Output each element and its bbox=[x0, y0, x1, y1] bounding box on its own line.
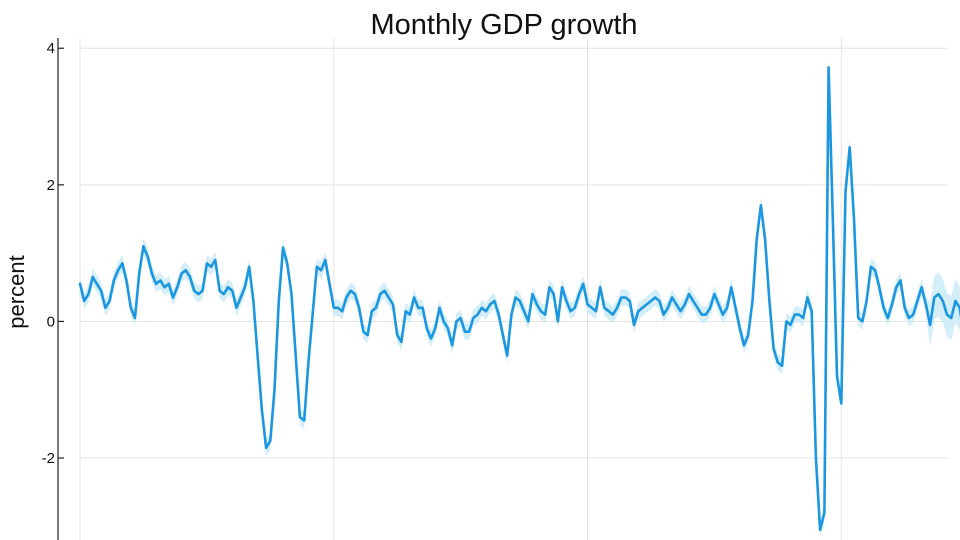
y-axis bbox=[57, 38, 64, 540]
y-tick-label: 4 bbox=[47, 40, 55, 57]
tick-labels: -2 0 2 4 bbox=[42, 40, 55, 467]
y-tick-label: 0 bbox=[47, 313, 55, 330]
series-line-layer bbox=[78, 66, 960, 532]
series-line bbox=[78, 66, 960, 532]
y-axis-label: percent bbox=[4, 255, 29, 328]
chart-title: Monthly GDP growth bbox=[370, 9, 637, 41]
y-tick-label: 2 bbox=[47, 177, 55, 194]
grid-lines bbox=[79, 38, 947, 540]
y-tick-label: -2 bbox=[42, 450, 55, 467]
